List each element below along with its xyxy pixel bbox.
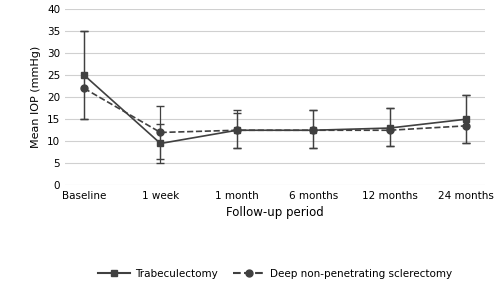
X-axis label: Follow-up period: Follow-up period — [226, 207, 324, 219]
Y-axis label: Mean IOP (mmHg): Mean IOP (mmHg) — [32, 46, 42, 148]
Legend: Trabeculectomy, Deep non-penetrating sclerectomy: Trabeculectomy, Deep non-penetrating scl… — [94, 265, 456, 283]
